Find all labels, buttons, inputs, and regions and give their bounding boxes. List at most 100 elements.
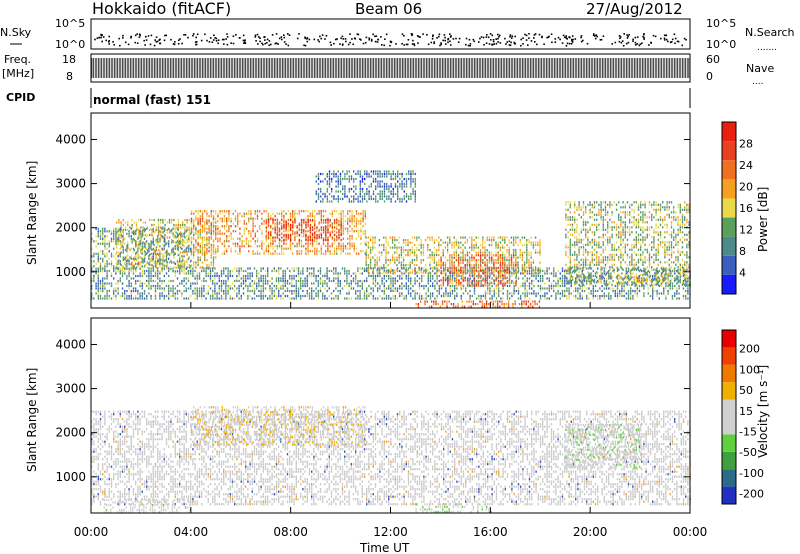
- heatmap-cell: [175, 223, 177, 227]
- heatmap-cell: [318, 242, 320, 245]
- heatmap-cell: [326, 267, 328, 270]
- heatmap-cell: [559, 284, 561, 288]
- heatmap-cell: [186, 228, 188, 232]
- nsky-point: [356, 33, 359, 35]
- heatmap-cell: [322, 297, 324, 300]
- heatmap-cell: [307, 250, 309, 253]
- heatmap-cell: [192, 272, 194, 275]
- heatmap-cell: [274, 252, 276, 255]
- heatmap-cell: [188, 231, 190, 234]
- heatmap-cell: [190, 212, 193, 215]
- heatmap-cell: [436, 279, 438, 283]
- heatmap-cell: [146, 233, 149, 237]
- nsky-point: [194, 41, 197, 43]
- heatmap-cell: [502, 277, 504, 280]
- heatmap-cell: [144, 253, 146, 257]
- nsky-point: [278, 37, 281, 40]
- heatmap-cell: [362, 230, 364, 233]
- heatmap-cell: [215, 231, 217, 234]
- heatmap-cell: [179, 233, 182, 237]
- heatmap-cell: [418, 271, 420, 274]
- heatmap-cell: [351, 242, 353, 245]
- heatmap-cell: [351, 217, 353, 220]
- heatmap-cell: [309, 237, 311, 240]
- heatmap-cell: [265, 222, 267, 225]
- heatmap-cell: [564, 282, 566, 285]
- heatmap-cell: [307, 223, 309, 227]
- heatmap-cell: [421, 294, 423, 298]
- heatmap-cell: [177, 246, 179, 249]
- heatmap-cell: [265, 230, 267, 233]
- heatmap-cell: [610, 277, 612, 280]
- heatmap-cell: [561, 279, 564, 283]
- heatmap-cell: [337, 282, 339, 285]
- heatmap-cell: [287, 233, 290, 237]
- heatmap-cell: [267, 267, 269, 270]
- heatmap-cell: [210, 212, 212, 215]
- nsky-point: [200, 39, 203, 42]
- heatmap-cell: [232, 242, 234, 245]
- heatmap-cell: [411, 269, 414, 272]
- heatmap-cell: [242, 269, 245, 273]
- heatmap-cell: [179, 231, 182, 234]
- heatmap-cell: [140, 233, 142, 237]
- heatmap-cell: [517, 292, 520, 295]
- heatmap-cell: [451, 282, 454, 285]
- heatmap-cell: [316, 230, 318, 233]
- heatmap-cell: [473, 246, 475, 249]
- heatmap-cell: [627, 269, 630, 273]
- heatmap-cell: [427, 274, 429, 278]
- heatmap-cell: [359, 297, 361, 300]
- heatmap-cell: [336, 231, 338, 234]
- heatmap-cell: [460, 246, 462, 249]
- heatmap-cell: [322, 242, 325, 245]
- heatmap-cell: [388, 277, 390, 280]
- heatmap-cell: [337, 272, 339, 275]
- heatmap-cell: [177, 221, 179, 224]
- heatmap-cell: [148, 282, 150, 285]
- heatmap-cell: [204, 258, 206, 262]
- heatmap-cell: [479, 249, 482, 252]
- heatmap-cell: [319, 277, 322, 280]
- heatmap-cell: [627, 267, 630, 270]
- heatmap-cell: [367, 244, 370, 247]
- heatmap-cell: [577, 287, 579, 290]
- heatmap-cell: [151, 233, 153, 237]
- heatmap-cell: [339, 279, 341, 283]
- heatmap-cell: [442, 281, 444, 284]
- heatmap-cell: [413, 249, 416, 252]
- heatmap-cell: [643, 272, 645, 275]
- heatmap-cell: [151, 228, 153, 232]
- heatmap-cell: [557, 269, 559, 273]
- heatmap-cell: [669, 279, 671, 283]
- heatmap-cell: [608, 287, 610, 290]
- heatmap-cell: [381, 272, 383, 275]
- heatmap-cell: [443, 294, 445, 298]
- heatmap-cell: [638, 289, 641, 293]
- heatmap-cell: [329, 212, 331, 215]
- heatmap-cell: [383, 277, 385, 280]
- heatmap-cell: [346, 269, 348, 273]
- heatmap-cell: [325, 235, 327, 238]
- heatmap-cell: [391, 269, 394, 272]
- heatmap-cell: [280, 277, 282, 280]
- heatmap-cell: [366, 277, 368, 280]
- heatmap-cell: [267, 215, 270, 218]
- nsky-point: [256, 33, 259, 36]
- nsky-point: [525, 39, 528, 41]
- heatmap-cell: [394, 289, 396, 293]
- heatmap-cell: [297, 294, 300, 298]
- heatmap-cell: [418, 282, 421, 285]
- heatmap-cell: [328, 287, 330, 290]
- heatmap-cell: [157, 231, 160, 234]
- heatmap-cell: [218, 289, 220, 293]
- heatmap-cell: [300, 218, 303, 222]
- heatmap-cell: [528, 264, 530, 267]
- heatmap-cell: [162, 263, 164, 267]
- heatmap-cell: [402, 261, 405, 264]
- heatmap-cell: [442, 271, 444, 274]
- heatmap-cell: [195, 227, 197, 230]
- heatmap-cell: [385, 261, 387, 264]
- heatmap-cell: [229, 284, 231, 288]
- heatmap-cell: [166, 266, 168, 269]
